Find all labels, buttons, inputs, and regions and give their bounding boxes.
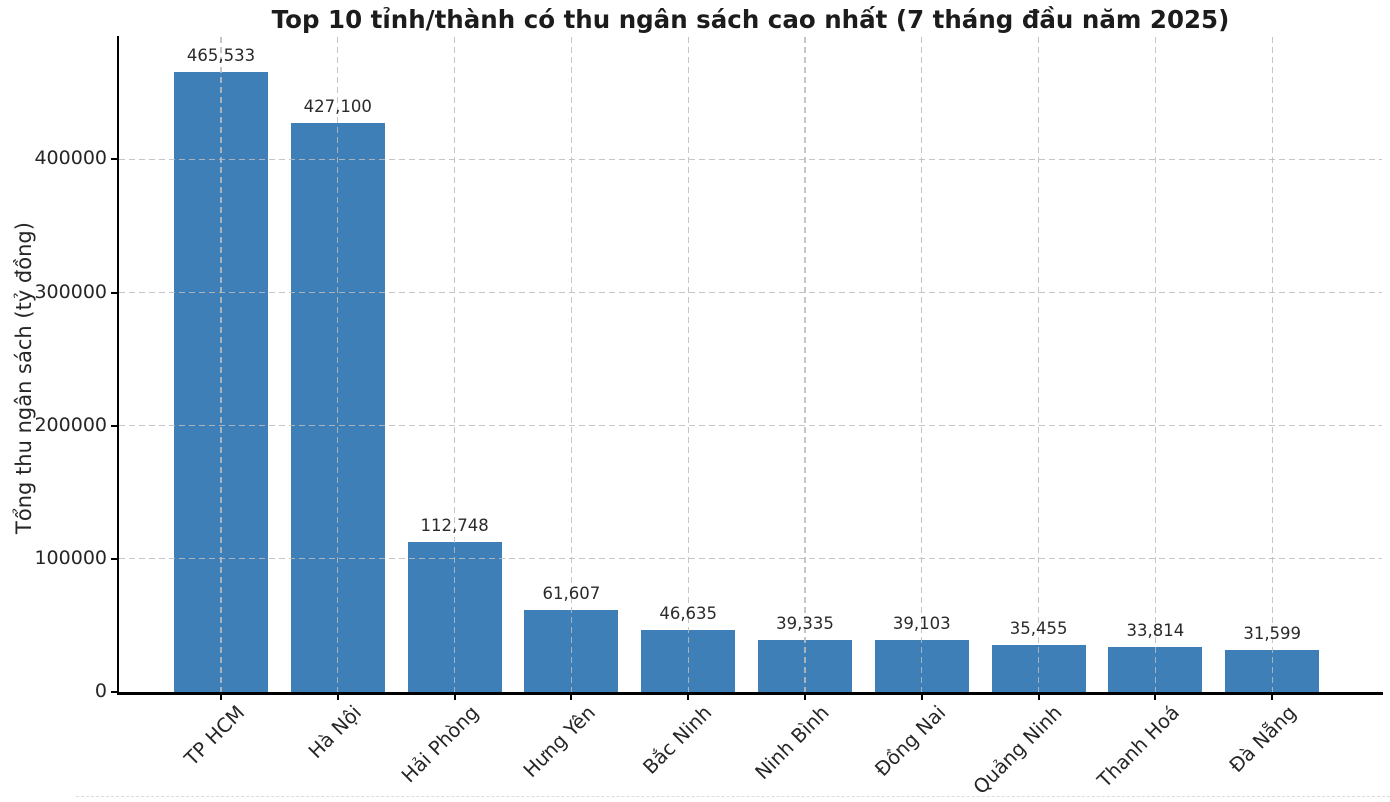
y-tick-label: 0 — [94, 680, 107, 702]
y-axis-label: Tổng thu ngân sách (tỷ đồng) — [12, 222, 36, 534]
y-tick-mark — [111, 557, 118, 560]
x-tick-mark — [1037, 694, 1040, 700]
x-tick-mark — [570, 694, 573, 700]
vertical-gridline — [1271, 37, 1273, 692]
bar-value-label: 46,635 — [659, 603, 718, 623]
bar-value-label: 35,455 — [1009, 618, 1068, 638]
x-tick-mark — [804, 694, 806, 700]
bar-value-label: 427,100 — [303, 97, 372, 117]
x-tick-label: Hà Nội — [304, 701, 367, 764]
horizontal-gridline — [119, 292, 1382, 294]
horizontal-gridline — [119, 558, 1382, 560]
x-tick-mark — [1154, 694, 1157, 700]
x-tick-label: TP HCM — [179, 701, 250, 771]
bar-value-label: 39,335 — [776, 613, 834, 633]
x-tick-label: Đà Nẵng — [1224, 701, 1301, 778]
vertical-gridline — [220, 37, 222, 692]
bar-value-label: 112,748 — [420, 515, 489, 535]
bar-value-label: 39,103 — [892, 613, 951, 633]
x-tick-label: Bắc Ninh — [638, 701, 717, 779]
y-tick-label: 100000 — [34, 546, 107, 569]
x-tick-label: Hưng Yên — [518, 701, 600, 783]
vertical-gridline — [804, 37, 806, 692]
y-tick-mark — [111, 158, 118, 161]
horizontal-gridline — [119, 158, 1382, 161]
x-tick-label: Quảng Ninh — [969, 701, 1067, 799]
vertical-gridline — [570, 37, 572, 692]
x-tick-mark — [920, 694, 923, 700]
x-tick-mark — [687, 694, 690, 700]
horizontal-gridline — [119, 425, 1382, 427]
figure-bottom-border — [76, 796, 1390, 797]
vertical-gridline — [921, 37, 923, 692]
y-tick-mark — [111, 424, 118, 427]
y-tick-label: 400000 — [34, 147, 107, 170]
x-tick-label: Thanh Hoá — [1092, 701, 1184, 792]
vertical-gridline — [687, 37, 689, 692]
chart-title: Top 10 tỉnh/thành có thu ngân sách cao n… — [271, 5, 1230, 34]
vertical-gridline — [454, 37, 456, 692]
x-tick-label: Ninh Bình — [750, 701, 834, 785]
bar-value-label: 33,814 — [1126, 620, 1185, 640]
x-tick-label: Đồng Nai — [870, 701, 951, 781]
bar-value-label: 61,607 — [542, 583, 601, 603]
y-axis-spine — [117, 36, 119, 694]
bar-value-label: 465,533 — [186, 46, 256, 66]
y-tick-mark — [111, 691, 118, 693]
vertical-gridline — [337, 37, 339, 692]
bar-value-label: 31,599 — [1243, 623, 1302, 643]
y-tick-mark — [111, 291, 118, 294]
vertical-gridline — [1154, 37, 1156, 692]
x-axis-spine — [117, 692, 1383, 695]
y-tick-label: 300000 — [34, 280, 107, 303]
x-tick-label: Hải Phòng — [396, 701, 483, 788]
vertical-gridline — [1038, 37, 1040, 692]
x-tick-mark — [336, 694, 339, 700]
x-tick-mark — [1271, 694, 1274, 700]
x-tick-mark — [220, 694, 222, 700]
x-tick-mark — [453, 694, 456, 700]
y-tick-label: 200000 — [34, 413, 107, 436]
